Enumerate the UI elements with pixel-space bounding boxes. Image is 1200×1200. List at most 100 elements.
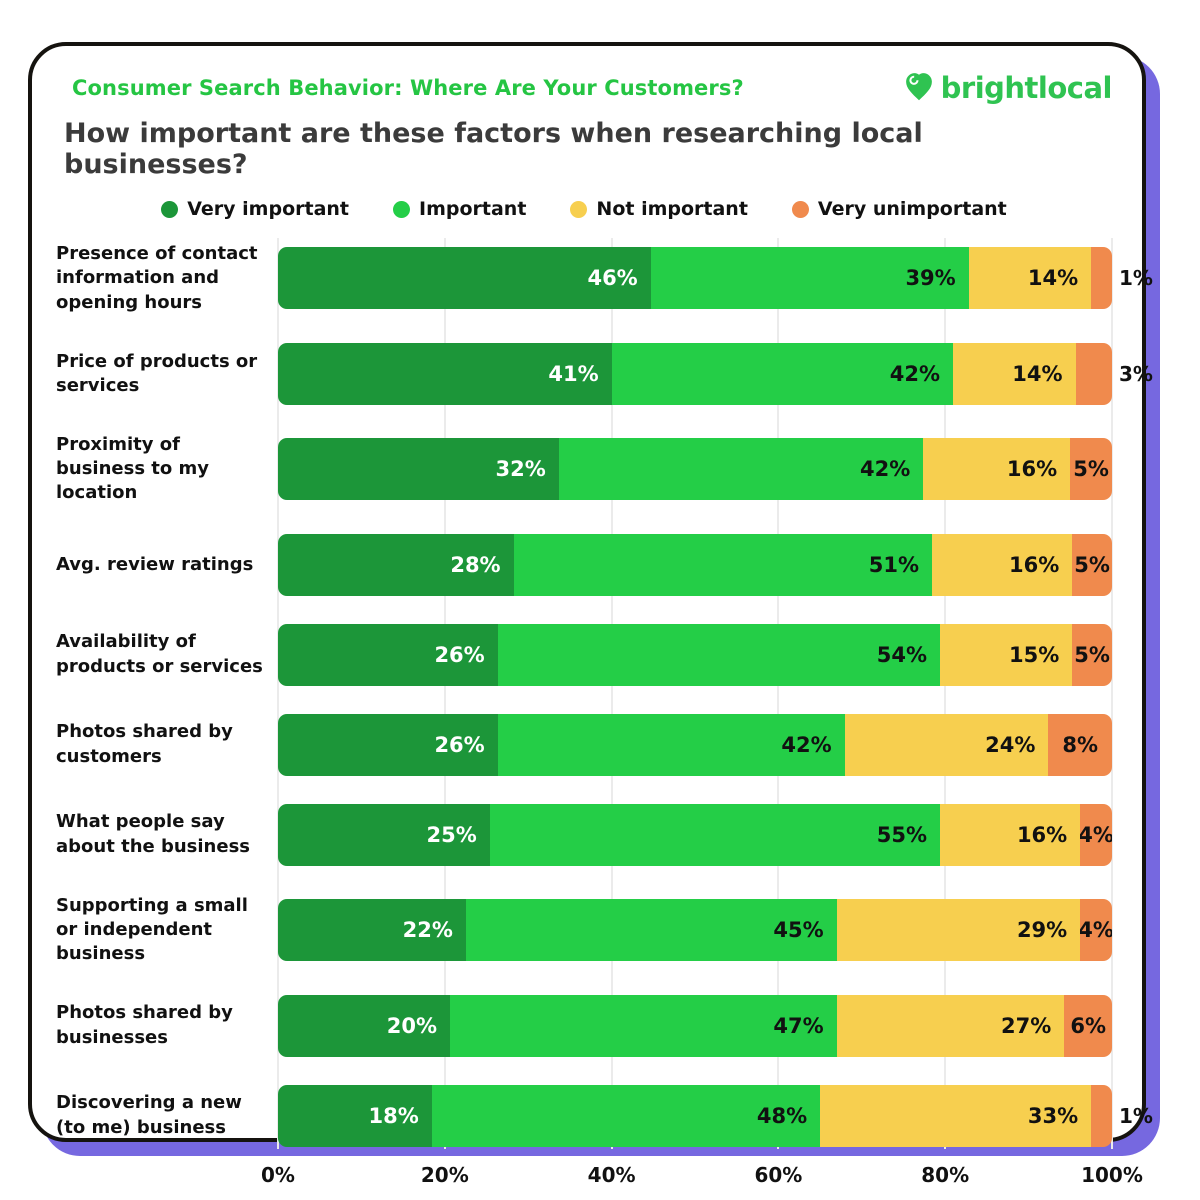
bar-row: Photos shared by businesses 20% 47% 27% 6%	[56, 994, 1112, 1057]
bar-segment: 16%	[940, 803, 1081, 866]
bar-segment: 33%	[820, 1084, 1092, 1147]
stacked-bar: 46% 39% 14% 1%	[278, 247, 1153, 310]
bar-segment-label-outside: 3%	[1119, 361, 1153, 386]
category-label: Proximity of business to my location	[56, 433, 210, 504]
bar-segment: 39%	[650, 247, 969, 310]
legend-label: Important	[419, 198, 527, 220]
bar-segment	[1091, 1084, 1112, 1147]
gridline	[443, 238, 446, 1149]
bar-segment: 28%	[278, 533, 514, 596]
legend-item: Very important	[161, 198, 349, 220]
bar-segment: 48%	[431, 1084, 821, 1147]
x-axis: 0% 20% 40% 60% 80% 100%	[261, 1159, 1143, 1193]
category-label: Photos shared by businesses	[56, 1002, 233, 1048]
legend-label: Very important	[187, 198, 350, 220]
x-axis-tick: 80%	[921, 1162, 970, 1187]
legend-dot-icon	[161, 200, 179, 218]
bar-segment: 55%	[489, 803, 940, 866]
bar-row: Price of products or services 41% 42% 14% 3%	[56, 342, 1153, 405]
stacked-bar-track: 18% 48% 33%	[278, 1084, 1112, 1147]
bar-row: Discovering a new (to me) business 18% 48%…	[56, 1084, 1153, 1147]
stacked-bar-track: 41% 42% 14%	[278, 342, 1112, 405]
page-title: How important are these factors when res…	[64, 118, 923, 180]
category-label: Photos shared by customers	[56, 721, 233, 767]
bar-segment	[1075, 342, 1112, 405]
heart-pin-icon	[903, 70, 935, 106]
stacked-bar: 22% 45% 29% 4%	[278, 899, 1112, 962]
bar-segment: 8%	[1048, 713, 1112, 776]
x-axis-tick: 60%	[754, 1162, 803, 1187]
bar-segment: 45%	[465, 899, 837, 962]
category-label: Supporting a small or independent busine…	[56, 894, 248, 965]
header: Consumer Search Behavior: Where Are Your…	[56, 70, 1113, 106]
bar-segment: 15%	[940, 623, 1073, 686]
stacked-bar: 41% 42% 14% 3%	[278, 342, 1153, 405]
legend-item: Important	[393, 198, 526, 220]
brand-name: brightlocal	[940, 71, 1113, 105]
gridline	[944, 238, 947, 1149]
bar-row: What people say about the business 25% 55%…	[56, 803, 1112, 866]
bar-segment: 14%	[968, 247, 1092, 310]
legend-label: Not important	[596, 198, 748, 220]
bar-segment: 16%	[923, 438, 1071, 501]
chart: Presence of contact information and open…	[56, 238, 1153, 1193]
bar-segment: 54%	[497, 623, 940, 686]
bar-row: Availability of products or services 26% 5…	[56, 623, 1112, 686]
gridline	[610, 238, 613, 1149]
infographic-card: Consumer Search Behavior: Where Are Your…	[28, 42, 1153, 1187]
bar-segment: 4%	[1080, 899, 1112, 962]
bar-row: Supporting a small or independent busine…	[56, 894, 1112, 967]
stacked-bar: 26% 42% 24% 8%	[278, 713, 1112, 776]
bar-segment: 26%	[278, 713, 498, 776]
stacked-bar-track: 20% 47% 27% 6%	[278, 994, 1112, 1057]
bar-row: Presence of contact information and open…	[56, 242, 1153, 315]
bar-segment: 5%	[1072, 533, 1112, 596]
category-label: Discovering a new (to me) business	[56, 1092, 242, 1138]
bar-segment: 5%	[1072, 623, 1112, 686]
category-label: Presence of contact information and open…	[56, 243, 258, 313]
stacked-bar-track: 26% 42% 24% 8%	[278, 713, 1112, 776]
bar-segment: 32%	[278, 438, 559, 501]
x-axis-tick: 0%	[261, 1162, 295, 1187]
legend-item: Not important	[570, 198, 748, 220]
legend-dot-icon	[393, 200, 411, 218]
rows: Presence of contact information and open…	[56, 242, 1153, 1147]
kicker-title: Consumer Search Behavior: Where Are Your…	[72, 76, 744, 100]
gridlines	[277, 238, 1113, 1149]
stacked-bar-track: 26% 54% 15% 5%	[278, 623, 1112, 686]
legend-dot-icon	[791, 200, 809, 218]
legend-dot-icon	[570, 200, 588, 218]
bar-segment: 26%	[278, 623, 498, 686]
category-label: Availability of products or services	[56, 631, 263, 677]
bar-segment: 47%	[450, 994, 837, 1057]
category-label: What people say about the business	[56, 811, 251, 857]
bar-segment: 20%	[278, 994, 450, 1057]
gridline	[277, 238, 279, 1149]
x-axis-tick: 100%	[1081, 1162, 1143, 1187]
legend-label: Very unimportant	[817, 198, 1007, 220]
bar-segment: 27%	[836, 994, 1065, 1057]
bar-segment	[1091, 247, 1112, 310]
category-label: Price of products or services	[56, 350, 258, 396]
bar-segment: 29%	[836, 899, 1081, 962]
bar-segment: 6%	[1064, 994, 1112, 1057]
stacked-bar-track: 25% 55% 16% 4%	[278, 803, 1112, 866]
stacked-bar-track: 22% 45% 29% 4%	[278, 899, 1112, 962]
bar-segment-label-outside: 1%	[1119, 1103, 1153, 1128]
bar-segment: 51%	[513, 533, 933, 596]
bar-segment: 42%	[611, 342, 954, 405]
bar-segment: 42%	[558, 438, 924, 501]
stacked-bar: 20% 47% 27% 6%	[278, 994, 1112, 1057]
gridline	[1111, 238, 1113, 1149]
gridline	[777, 238, 780, 1149]
bar-segment: 46%	[278, 247, 651, 310]
bar-segment: 22%	[278, 899, 466, 962]
bar-segment-label-outside: 1%	[1119, 266, 1153, 291]
brand-logo: brightlocal	[903, 70, 1113, 106]
bar-segment: 41%	[278, 342, 612, 405]
stacked-bar: 25% 55% 16% 4%	[278, 803, 1112, 866]
bar-row: Avg. review ratings 28% 51% 16% 5%	[56, 533, 1112, 596]
stacked-bar: 32% 42% 16% 5%	[278, 438, 1112, 501]
bar-segment: 16%	[932, 533, 1073, 596]
bar-segment: 25%	[278, 803, 490, 866]
